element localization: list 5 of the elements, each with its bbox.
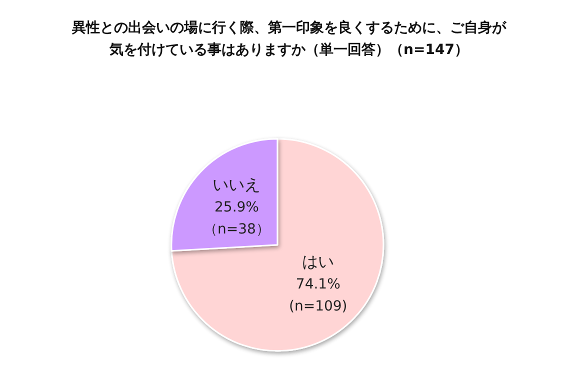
chart-title: 異性との出会いの場に行く際、第一印象を良くするために、ご自身が気を付けている事はありますか（単一回答）（n=147） bbox=[71, 19, 507, 58]
slice-label: いいえ bbox=[212, 174, 261, 194]
data-label: 25.9% （n=38） bbox=[204, 199, 270, 238]
slice-label: はい bbox=[302, 252, 334, 271]
data-label: 74.1% (n=109) bbox=[289, 276, 348, 314]
